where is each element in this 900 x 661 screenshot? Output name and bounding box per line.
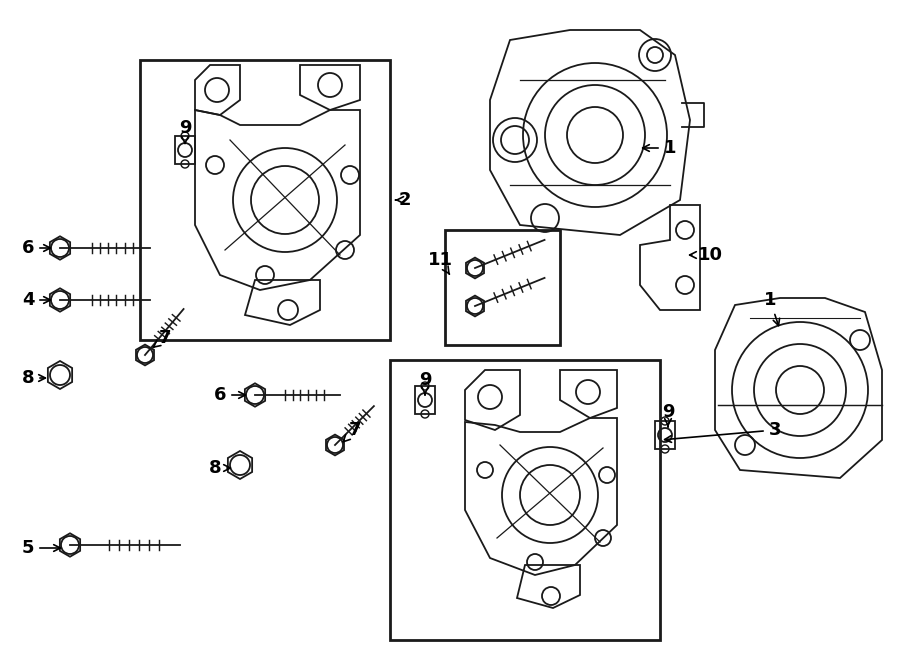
Text: 6: 6 [22,239,50,257]
Text: 4: 4 [22,291,50,309]
Text: 1: 1 [643,139,676,157]
Bar [655,421,675,449]
Text: 2: 2 [396,191,411,209]
Text: 11: 11 [428,251,453,274]
Text: 5: 5 [22,539,60,557]
Text: 9: 9 [662,403,674,426]
Text: 3: 3 [664,421,781,442]
Text: 8: 8 [209,459,230,477]
Text: 10: 10 [689,246,723,264]
Text: 1: 1 [764,291,779,326]
Bar [415,386,435,414]
Bar [390,360,660,640]
Text: 9: 9 [179,119,191,143]
Text: 8: 8 [22,369,45,387]
Text: 6: 6 [214,386,246,404]
Bar [140,60,390,340]
Text: 9: 9 [418,371,431,395]
Text: 7: 7 [343,421,361,442]
Bar [175,136,195,164]
Bar [445,230,560,345]
Text: 7: 7 [153,329,171,347]
